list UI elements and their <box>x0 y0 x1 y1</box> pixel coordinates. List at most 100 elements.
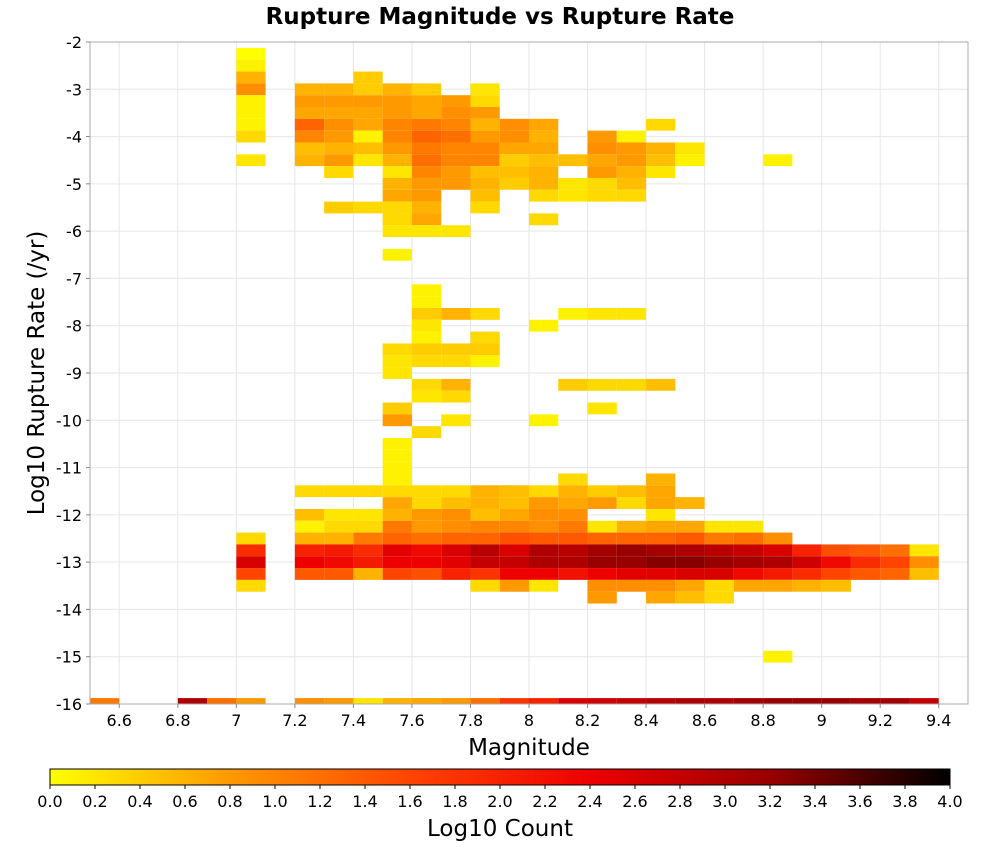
heatmap-cell <box>294 544 325 557</box>
heatmap-cell <box>850 698 881 704</box>
y-tick-label: -5 <box>66 175 82 194</box>
colorbar-tick-label: 2.6 <box>622 792 647 811</box>
heatmap-cell <box>294 83 325 96</box>
heatmap-cell <box>733 698 764 704</box>
heatmap-cell <box>382 461 412 474</box>
heatmap-cell <box>792 556 822 569</box>
heatmap-cell <box>353 485 383 498</box>
heatmap-cell <box>558 307 588 320</box>
heatmap-cell <box>704 698 734 704</box>
heatmap-cell <box>470 307 500 320</box>
heatmap-cell <box>763 532 793 545</box>
colorbar-tick-label: 1.2 <box>307 792 332 811</box>
heatmap-cell <box>675 154 705 167</box>
heatmap-cell <box>733 556 764 569</box>
heatmap-cell <box>382 520 412 533</box>
heatmap-cell <box>353 95 383 108</box>
heatmap-cell <box>382 343 412 356</box>
x-tick-label: 7 <box>231 711 241 730</box>
heatmap-cell <box>529 142 559 155</box>
heatmap-cell <box>880 698 910 704</box>
heatmap-cell <box>411 213 442 226</box>
heatmap-cell <box>382 568 412 580</box>
heatmap-cell <box>646 579 676 592</box>
heatmap-cell <box>909 544 939 557</box>
heatmap-cell <box>792 544 822 557</box>
heatmap-cell <box>558 532 588 545</box>
heatmap-cell <box>324 130 354 143</box>
heatmap-cell <box>499 130 529 143</box>
y-tick-label: -15 <box>56 648 82 667</box>
heatmap-cell <box>529 154 559 167</box>
colorbar-tick-label: 0.6 <box>172 792 197 811</box>
heatmap-cell <box>470 142 500 155</box>
heatmap-cell <box>441 698 471 704</box>
heatmap-cell <box>704 544 734 557</box>
heatmap-cell <box>587 189 617 202</box>
heatmap-cell <box>411 556 442 569</box>
x-axis-label: Magnitude <box>468 735 590 761</box>
heatmap-cell <box>616 698 647 704</box>
heatmap-cell <box>470 355 500 368</box>
heatmap-cell <box>704 556 734 569</box>
x-tick-label: 9.2 <box>867 711 892 730</box>
heatmap-cell <box>411 166 442 178</box>
heatmap-cell <box>587 130 617 143</box>
heatmap-cell <box>411 390 442 403</box>
heatmap-cell <box>411 544 442 557</box>
heatmap-cell <box>763 568 793 580</box>
heatmap-cell <box>499 497 529 509</box>
heatmap-cell <box>236 118 266 131</box>
x-tick-label: 6.8 <box>165 711 190 730</box>
heatmap-cell <box>675 591 705 604</box>
heatmap-cell <box>733 532 764 545</box>
heatmap-cell <box>382 166 412 178</box>
x-tick-label: 8.2 <box>575 711 600 730</box>
heatmap-cell <box>353 544 383 557</box>
heatmap-cell <box>382 508 412 521</box>
heatmap-cell <box>470 568 500 580</box>
heatmap-cell <box>382 449 412 462</box>
heatmap-cell <box>616 378 647 391</box>
y-tick-label: -13 <box>56 553 82 572</box>
y-tick-label: -3 <box>66 80 82 99</box>
heatmap-cell <box>646 532 676 545</box>
heatmap-cell <box>324 118 354 131</box>
colorbar-tick-label: 1.4 <box>352 792 377 811</box>
colorbar-tick-label: 1.6 <box>397 792 422 811</box>
y-tick-label: -10 <box>56 411 82 430</box>
heatmap-cell <box>880 556 910 569</box>
heatmap-cell <box>411 83 442 96</box>
heatmap-cell <box>382 544 412 557</box>
colorbar-label: Log10 Count <box>427 816 573 842</box>
heatmap-cell <box>499 142 529 155</box>
heatmap-cell <box>382 497 412 509</box>
y-tick-label: -9 <box>66 364 82 383</box>
heatmap-cell <box>236 83 266 96</box>
heatmap-cell <box>880 544 910 557</box>
heatmap-cell <box>382 95 412 108</box>
heatmap-cell <box>675 520 705 533</box>
heatmap-cell <box>587 544 617 557</box>
heatmap-cell <box>382 698 412 704</box>
heatmap-cell <box>353 532 383 545</box>
heatmap-cell <box>675 142 705 155</box>
heatmap-cell <box>821 698 851 704</box>
heatmap-cell <box>792 579 822 592</box>
colorbar-tick-label: 3.6 <box>847 792 872 811</box>
y-tick-label: -14 <box>56 600 82 619</box>
x-tick-label: 6.6 <box>107 711 132 730</box>
heatmap-cell <box>646 497 676 509</box>
heatmap-cell <box>616 166 647 178</box>
heatmap-cell <box>353 71 383 84</box>
x-axis-ticks: 6.6 6.8 7 7.2 7.4 7.6 7.8 8 8.2 8.4 8.6 8.8 9 9.2 9.4 <box>107 704 951 730</box>
x-tick-label: 8.4 <box>633 711 658 730</box>
heatmap-cell <box>441 130 471 143</box>
heatmap-cell <box>646 166 676 178</box>
heatmap-cell <box>236 154 266 167</box>
heatmap-cell <box>324 95 354 108</box>
heatmap-cell <box>236 544 266 557</box>
heatmap-cell <box>411 296 442 308</box>
heatmap-cell <box>441 107 471 119</box>
heatmap-cell <box>909 698 939 704</box>
